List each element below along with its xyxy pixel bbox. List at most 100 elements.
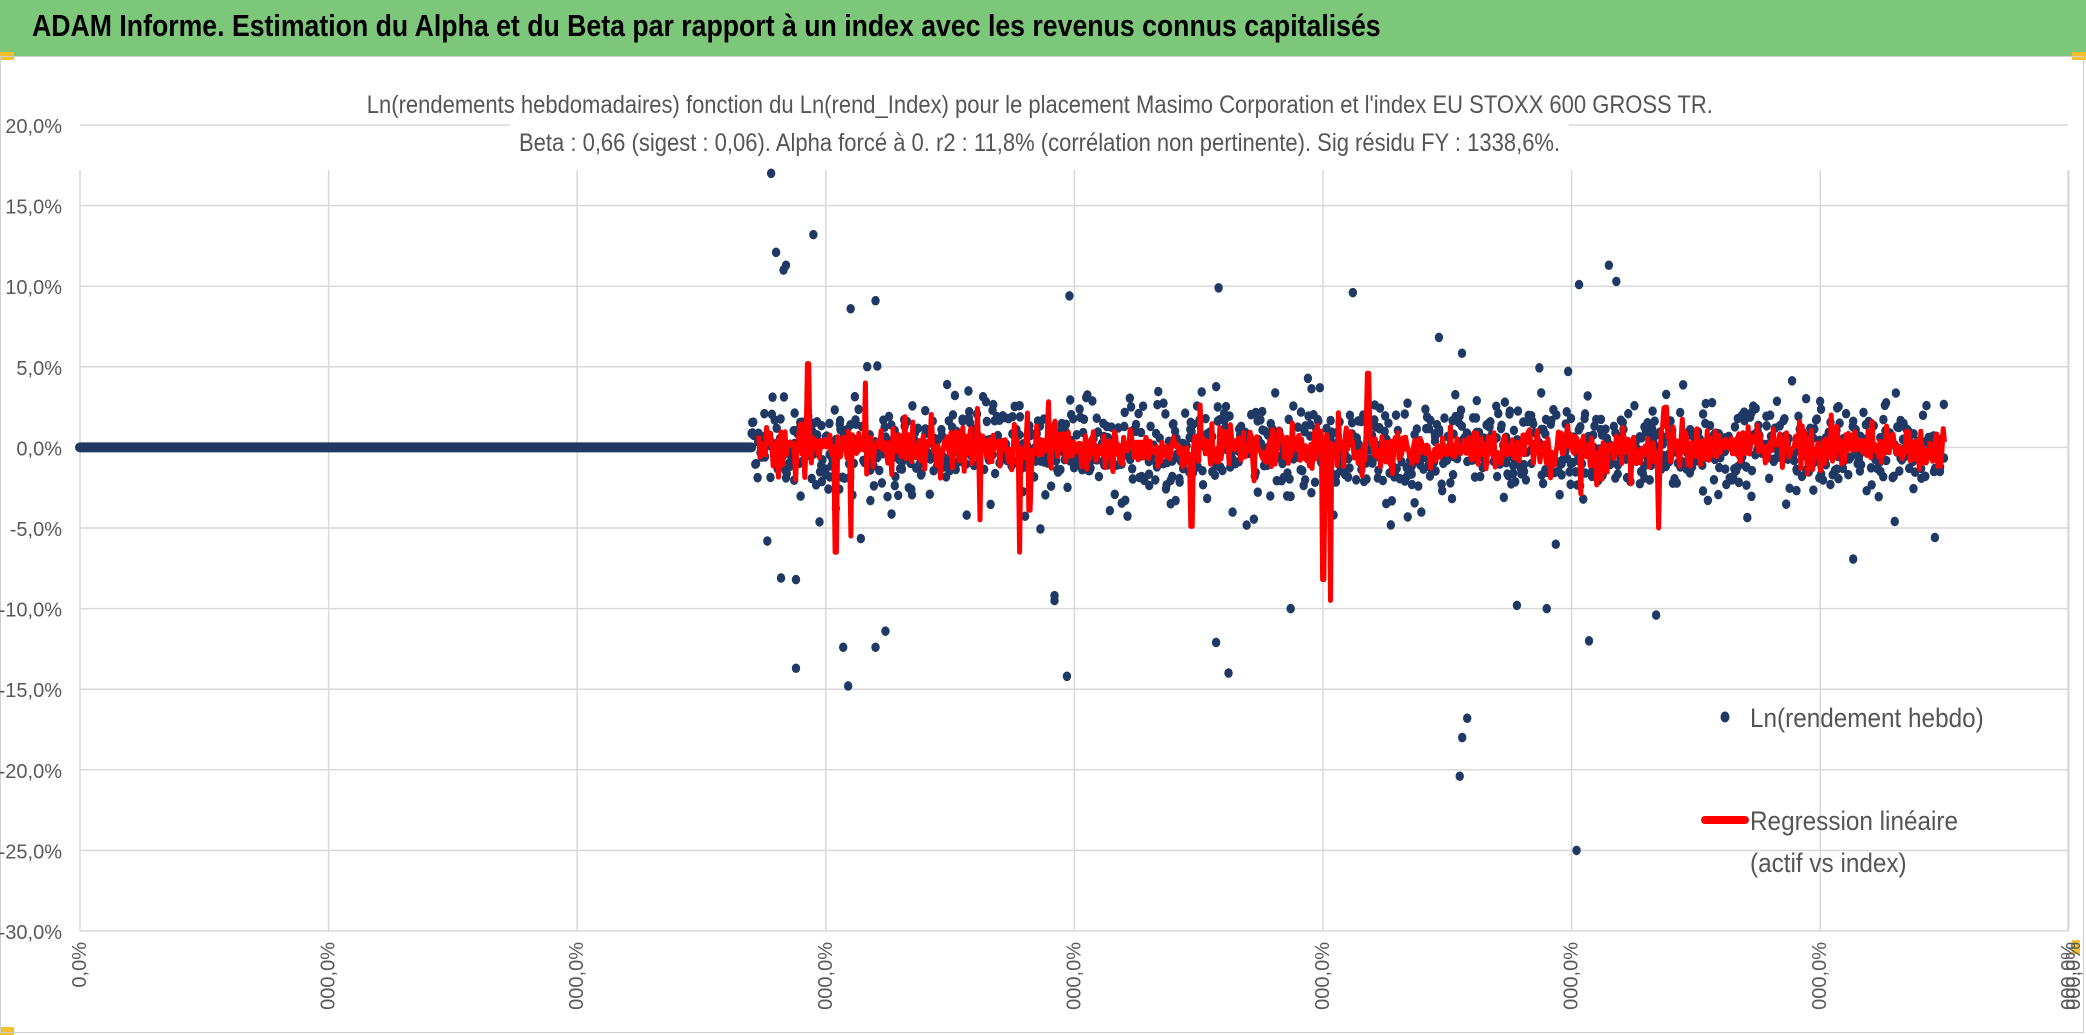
x-tick-label: 0,0% — [69, 942, 91, 988]
data-point — [1218, 465, 1227, 476]
data-point — [1579, 494, 1588, 504]
data-point — [871, 295, 880, 306]
data-point — [749, 417, 758, 427]
data-point — [1707, 397, 1717, 408]
data-point — [1721, 464, 1730, 474]
x-tick-label: 000,0% — [318, 942, 340, 1010]
data-point — [776, 414, 785, 424]
data-point — [1435, 427, 1444, 438]
data-point — [1126, 402, 1136, 412]
data-point — [1538, 478, 1548, 489]
data-point — [1403, 512, 1412, 522]
data-point — [1705, 420, 1715, 431]
data-point — [1576, 422, 1585, 432]
data-point — [1500, 397, 1510, 408]
data-point — [1747, 491, 1756, 502]
data-point — [1519, 466, 1529, 477]
data-point — [1105, 505, 1115, 516]
data-point — [817, 420, 826, 431]
y-tick-label: -20,0% — [0, 761, 62, 783]
data-point — [1511, 477, 1520, 487]
data-point — [1088, 396, 1097, 406]
data-point — [1036, 524, 1045, 534]
data-point — [1256, 415, 1265, 425]
data-point — [1734, 477, 1744, 488]
data-point — [1434, 332, 1444, 343]
data-point — [1061, 419, 1071, 430]
x-tick-label: 000,0% — [1809, 942, 1831, 1010]
chart-title-block: Ln(rendements hebdomadaires) fonction du… — [160, 86, 1920, 162]
data-point — [1662, 389, 1671, 400]
data-point — [1472, 395, 1481, 406]
data-point — [1447, 493, 1457, 504]
data-point — [1296, 407, 1306, 417]
data-point — [1300, 475, 1310, 485]
data-point — [1198, 479, 1208, 490]
data-point — [1008, 411, 1017, 422]
data-point — [791, 663, 801, 674]
data-point — [1303, 373, 1313, 384]
x-tick-label: 000,0% — [815, 942, 837, 1010]
data-point — [964, 386, 973, 396]
data-point — [1742, 480, 1751, 490]
data-point — [1856, 459, 1866, 470]
data-point — [1159, 398, 1168, 409]
data-point — [1315, 382, 1325, 393]
legend-entry-scatter: Ln(rendement hebdo) — [1750, 697, 2010, 739]
data-point — [1079, 414, 1089, 425]
data-point — [1874, 491, 1883, 502]
data-point — [1492, 471, 1502, 482]
data-point — [825, 418, 834, 429]
data-point — [1462, 713, 1472, 724]
data-point — [1224, 668, 1233, 678]
data-point — [1258, 406, 1267, 417]
data-point — [1075, 404, 1084, 414]
data-point — [1764, 473, 1774, 484]
data-point — [1242, 520, 1251, 530]
data-point — [1584, 636, 1594, 646]
data-point — [1648, 406, 1657, 416]
data-point — [1144, 469, 1154, 479]
data-point — [1557, 470, 1566, 480]
data-point — [1866, 462, 1876, 473]
data-point — [1918, 410, 1928, 421]
data-point — [1348, 287, 1358, 298]
data-point — [1421, 404, 1430, 415]
data-point — [1471, 413, 1481, 423]
data-point — [1431, 466, 1440, 476]
data-point — [1171, 495, 1180, 506]
data-point — [1326, 415, 1335, 426]
data-point — [1351, 475, 1361, 485]
data-point — [1841, 408, 1851, 419]
data-point — [1128, 474, 1137, 484]
data-point — [1780, 413, 1789, 424]
data-point — [1881, 398, 1891, 408]
data-point — [830, 405, 839, 415]
data-point — [843, 681, 853, 691]
data-point — [1410, 498, 1419, 508]
data-point — [766, 472, 775, 483]
data-point — [873, 361, 882, 371]
data-point — [1062, 671, 1072, 682]
data-point — [1293, 422, 1303, 433]
data-point — [1499, 492, 1509, 503]
data-point — [824, 484, 833, 494]
data-point — [1879, 471, 1888, 482]
data-point — [1879, 414, 1888, 425]
data-point — [1175, 477, 1184, 487]
data-point — [1187, 426, 1196, 437]
data-point — [982, 416, 992, 427]
data-point — [796, 491, 805, 501]
data-point — [1210, 470, 1220, 481]
data-point — [1375, 403, 1385, 413]
data-point — [1630, 400, 1639, 411]
data-point — [790, 408, 799, 418]
scatter-points — [75, 168, 1949, 856]
data-point — [894, 490, 903, 501]
x-tick-label: 000,0% — [566, 942, 588, 1010]
data-point — [1834, 473, 1843, 484]
data-point — [937, 430, 947, 441]
data-point — [1762, 421, 1771, 431]
data-point — [836, 423, 845, 434]
data-point — [1930, 532, 1940, 543]
